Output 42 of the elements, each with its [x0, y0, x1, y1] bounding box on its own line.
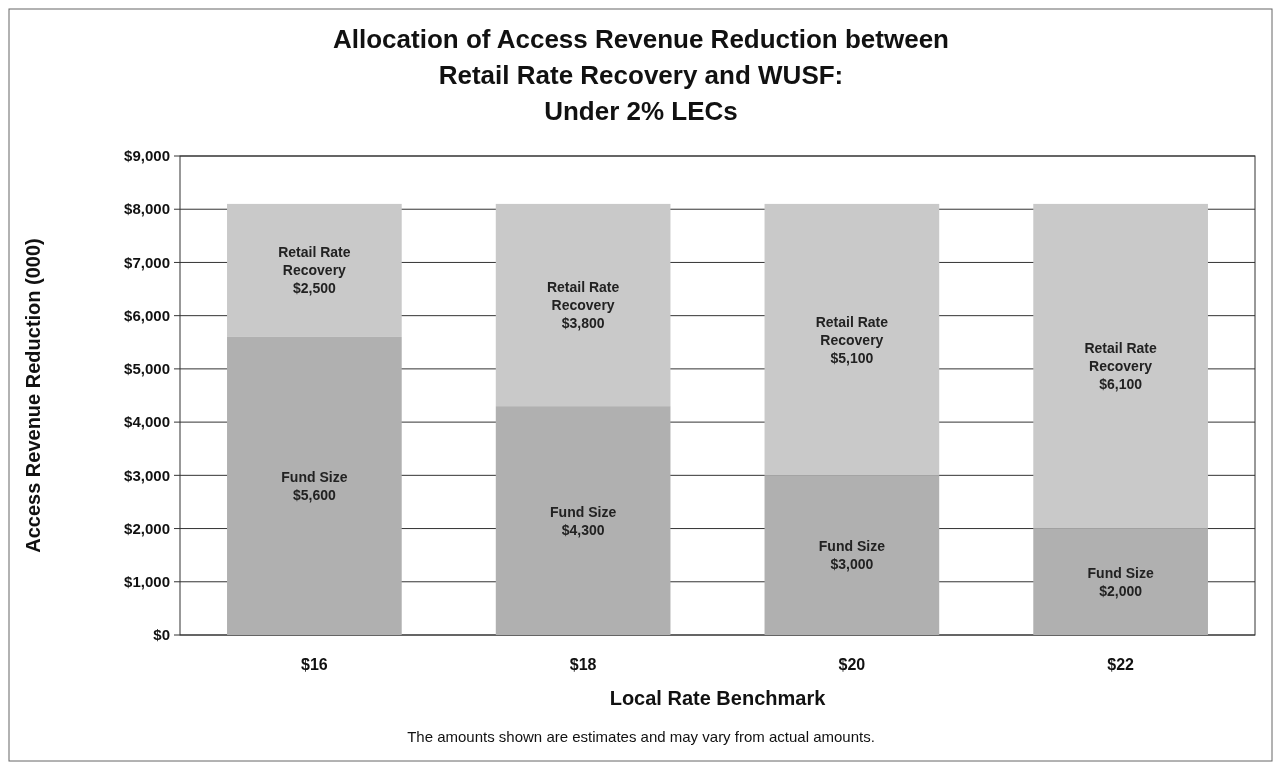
series-label: Retail Rate Recovery: [278, 244, 351, 279]
text: Fund Size: [550, 503, 617, 520]
bar: [495, 406, 671, 635]
bar: [495, 203, 671, 407]
y-tick-label: $0: [153, 626, 170, 644]
x-tick-label: $18: [569, 656, 597, 673]
x-tick-label: $20: [838, 656, 866, 673]
y-tick-label: $5,000: [124, 360, 170, 378]
data-label: $5,100: [830, 349, 874, 366]
y-tick-label: $7,000: [124, 253, 170, 271]
y-tick-label: $8,000: [124, 200, 170, 218]
bar: [1033, 203, 1208, 529]
bar: [764, 203, 940, 476]
text: Retail Rate Recovery: [1084, 340, 1157, 375]
text: The amounts shown are estimates and may vary from actual amounts.: [407, 728, 875, 745]
x-tick-label: $22: [1107, 656, 1135, 673]
series-label: Fund Size: [1087, 564, 1154, 581]
x-axis-title: Local Rate Benchmark: [609, 687, 827, 709]
data-label: $6,100: [1099, 376, 1143, 393]
data-label: $3,000: [830, 556, 874, 573]
data-label: $5,600: [292, 486, 336, 503]
y-tick-label: $1,000: [124, 573, 170, 591]
data-label: $4,300: [561, 521, 605, 538]
bar: [227, 336, 402, 635]
data-label: $3,800: [561, 315, 605, 332]
y-tick-label: $2,000: [124, 519, 170, 537]
y-tick-label: $9,000: [124, 147, 170, 165]
text: Retail Rate Recovery: [815, 313, 889, 348]
bar: [1033, 528, 1208, 635]
data-label: $2,500: [292, 280, 336, 297]
text: Fund Size: [818, 538, 885, 555]
chart-title: Allocation of Access Revenue Reduction between Retail Rate Recovery and WUSF: Under 2% LECs: [333, 24, 949, 126]
bar: [764, 475, 940, 635]
y-tick-label: $4,000: [124, 413, 170, 431]
y-tick-label: $6,000: [124, 306, 170, 324]
text: Retail Rate Recovery: [546, 279, 620, 314]
text: Fund Size: [281, 468, 348, 485]
x-tick-label: $16: [301, 656, 328, 673]
y-axis-title: Access Revenue Reduction (000): [22, 238, 44, 553]
bar: [227, 203, 402, 337]
y-tick-label: $3,000: [124, 466, 170, 484]
data-label: $2,000: [1099, 582, 1143, 599]
